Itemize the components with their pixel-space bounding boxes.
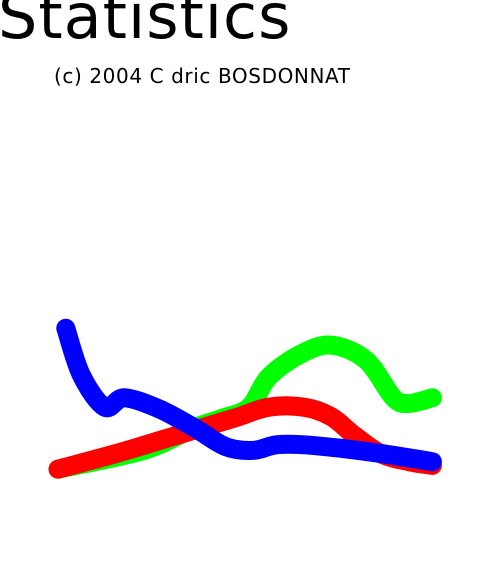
chart-title: Statistics [0, 0, 292, 53]
chart-subtitle: (c) 2004 C dric BOSDONNAT [54, 64, 351, 88]
series-line-3 [56, 318, 442, 472]
